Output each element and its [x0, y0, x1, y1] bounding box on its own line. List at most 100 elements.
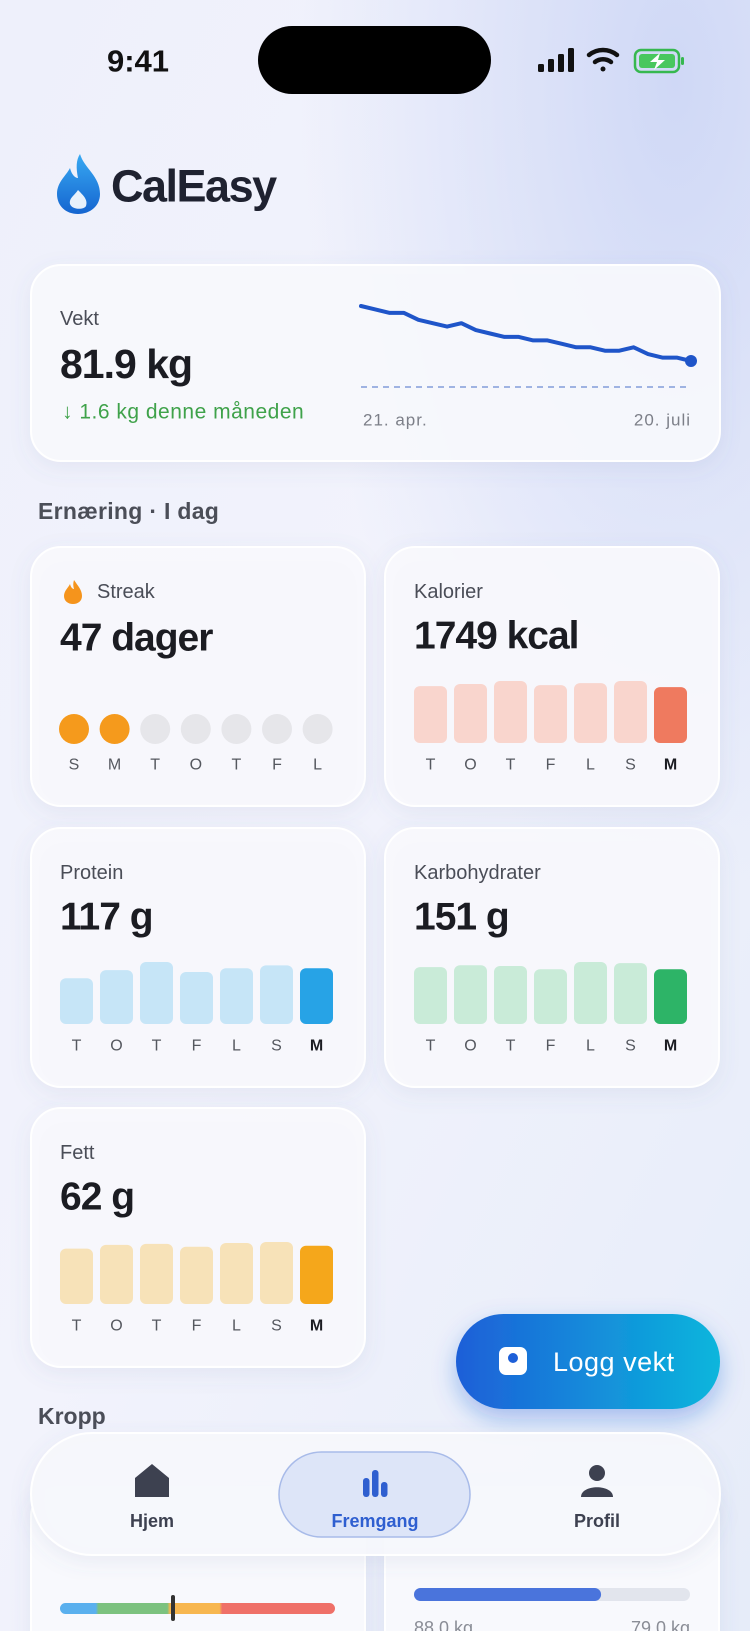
x-tick-label: L: [232, 1038, 241, 1055]
bar: [654, 687, 687, 743]
bar: [494, 965, 527, 1024]
metric-value: 62 g: [60, 1176, 134, 1219]
streak-dot: [140, 714, 171, 744]
x-tick-label: L: [232, 1318, 241, 1335]
streak-dot: [99, 714, 130, 744]
bar: [300, 1245, 333, 1304]
x-tick-label: O: [110, 1318, 122, 1335]
weight-value: 81.9 kg: [60, 341, 192, 387]
x-tick-label: M: [664, 757, 677, 774]
signal-icon: [538, 48, 574, 72]
cards: Streak 47 dager S M T O T F L Kalorier 1749 kcal T O…: [30, 546, 720, 1368]
x-tick-label: T: [72, 1318, 82, 1335]
status-time: 9:41: [107, 44, 169, 79]
bar: [100, 970, 133, 1024]
streak-dot: [59, 714, 89, 744]
metric-value: 151 g: [414, 896, 509, 939]
bar: [180, 972, 213, 1024]
streak-day-label: M: [108, 757, 121, 774]
streak-day-label: F: [272, 757, 282, 774]
streak-day-label: S: [69, 757, 80, 774]
x-tick-label: S: [625, 1038, 636, 1055]
bar: [414, 686, 447, 743]
bar: [300, 968, 333, 1024]
bar: [654, 969, 687, 1024]
goal-fill-group: [414, 1588, 602, 1601]
x-tick-label: M: [310, 1038, 323, 1055]
goal-start: 88.0 kg: [414, 1618, 473, 1631]
wifi-icon: [586, 47, 620, 72]
tab-label[interactable]: Hjem: [130, 1511, 174, 1531]
streak-dot: [262, 714, 292, 744]
bar: [574, 962, 607, 1024]
bar: [574, 683, 607, 743]
metric-value: 1749 kcal: [414, 615, 579, 658]
profile-icon-head: [589, 1465, 605, 1481]
home-icon: [135, 1464, 169, 1497]
x-tick-label: O: [464, 1038, 476, 1055]
chart-icon-bar: [363, 1478, 370, 1497]
app-name: CalEasy: [111, 161, 277, 212]
metric-title: Karbohydrater: [414, 862, 541, 884]
bar: [140, 962, 173, 1024]
metric-title: Fett: [60, 1142, 95, 1164]
fab-label[interactable]: Logg vekt: [553, 1347, 675, 1377]
bar: [614, 963, 647, 1024]
tab-label[interactable]: Profil: [574, 1511, 620, 1531]
weight-change: ↓ 1.6 kg denne måneden: [62, 401, 304, 424]
metric-title: Kalorier: [414, 581, 483, 603]
bar: [454, 684, 487, 743]
bar: [534, 969, 567, 1024]
bar: [180, 1246, 213, 1304]
bar: [534, 685, 567, 743]
log-weight-button[interactable]: Logg vekt: [456, 1314, 720, 1409]
bar: [140, 1243, 173, 1304]
x-tick-label: M: [664, 1038, 677, 1055]
goal-target: 79.0 kg: [631, 1618, 690, 1631]
bar: [220, 1242, 253, 1304]
bar: [414, 967, 447, 1024]
weight-card[interactable]: [30, 264, 721, 462]
bar: [260, 965, 293, 1024]
streak-title: Streak: [97, 581, 156, 603]
fab-background[interactable]: [456, 1314, 720, 1409]
x-tick-label: T: [426, 1038, 436, 1055]
x-tick-label: T: [426, 757, 436, 774]
weight-line: [359, 304, 693, 363]
section-title: Kropp: [38, 1403, 106, 1429]
logo-icon: [57, 154, 100, 214]
streak-dot: [302, 714, 333, 744]
streak-day-label: L: [313, 757, 322, 774]
x-tick-label: S: [271, 1038, 282, 1055]
x-tick-label: L: [586, 1038, 595, 1055]
x-tick-label: T: [152, 1318, 162, 1335]
tab-label[interactable]: Fremgang: [331, 1511, 418, 1531]
x-tick-label: 21. apr.: [363, 411, 428, 430]
battery-icon: [633, 48, 684, 74]
weight-end-dot: [685, 355, 697, 367]
scale-icon-dial: [508, 1353, 518, 1363]
x-tick-label: M: [310, 1318, 323, 1335]
streak-flame-icon: [64, 580, 82, 604]
metric-value: 117 g: [60, 896, 153, 939]
x-tick-label: T: [506, 1038, 516, 1055]
bar: [60, 978, 93, 1024]
bar: [454, 965, 487, 1024]
x-tick-label: S: [271, 1318, 282, 1335]
streak-day-label: O: [190, 757, 202, 774]
x-tick-label: F: [192, 1318, 202, 1335]
streak-day-label: T: [150, 757, 160, 774]
streak-dot: [221, 714, 252, 744]
bar: [100, 1244, 133, 1304]
x-tick-label: O: [464, 757, 476, 774]
streak-value: 47 dager: [60, 617, 213, 660]
profile-icon-body: [581, 1487, 613, 1497]
bar: [494, 681, 527, 743]
bmi-marker: [171, 1595, 175, 1621]
x-tick-label: L: [586, 757, 595, 774]
metric-title: Protein: [60, 862, 123, 884]
x-tick-label: S: [625, 757, 636, 774]
streak-dot: [180, 714, 211, 744]
